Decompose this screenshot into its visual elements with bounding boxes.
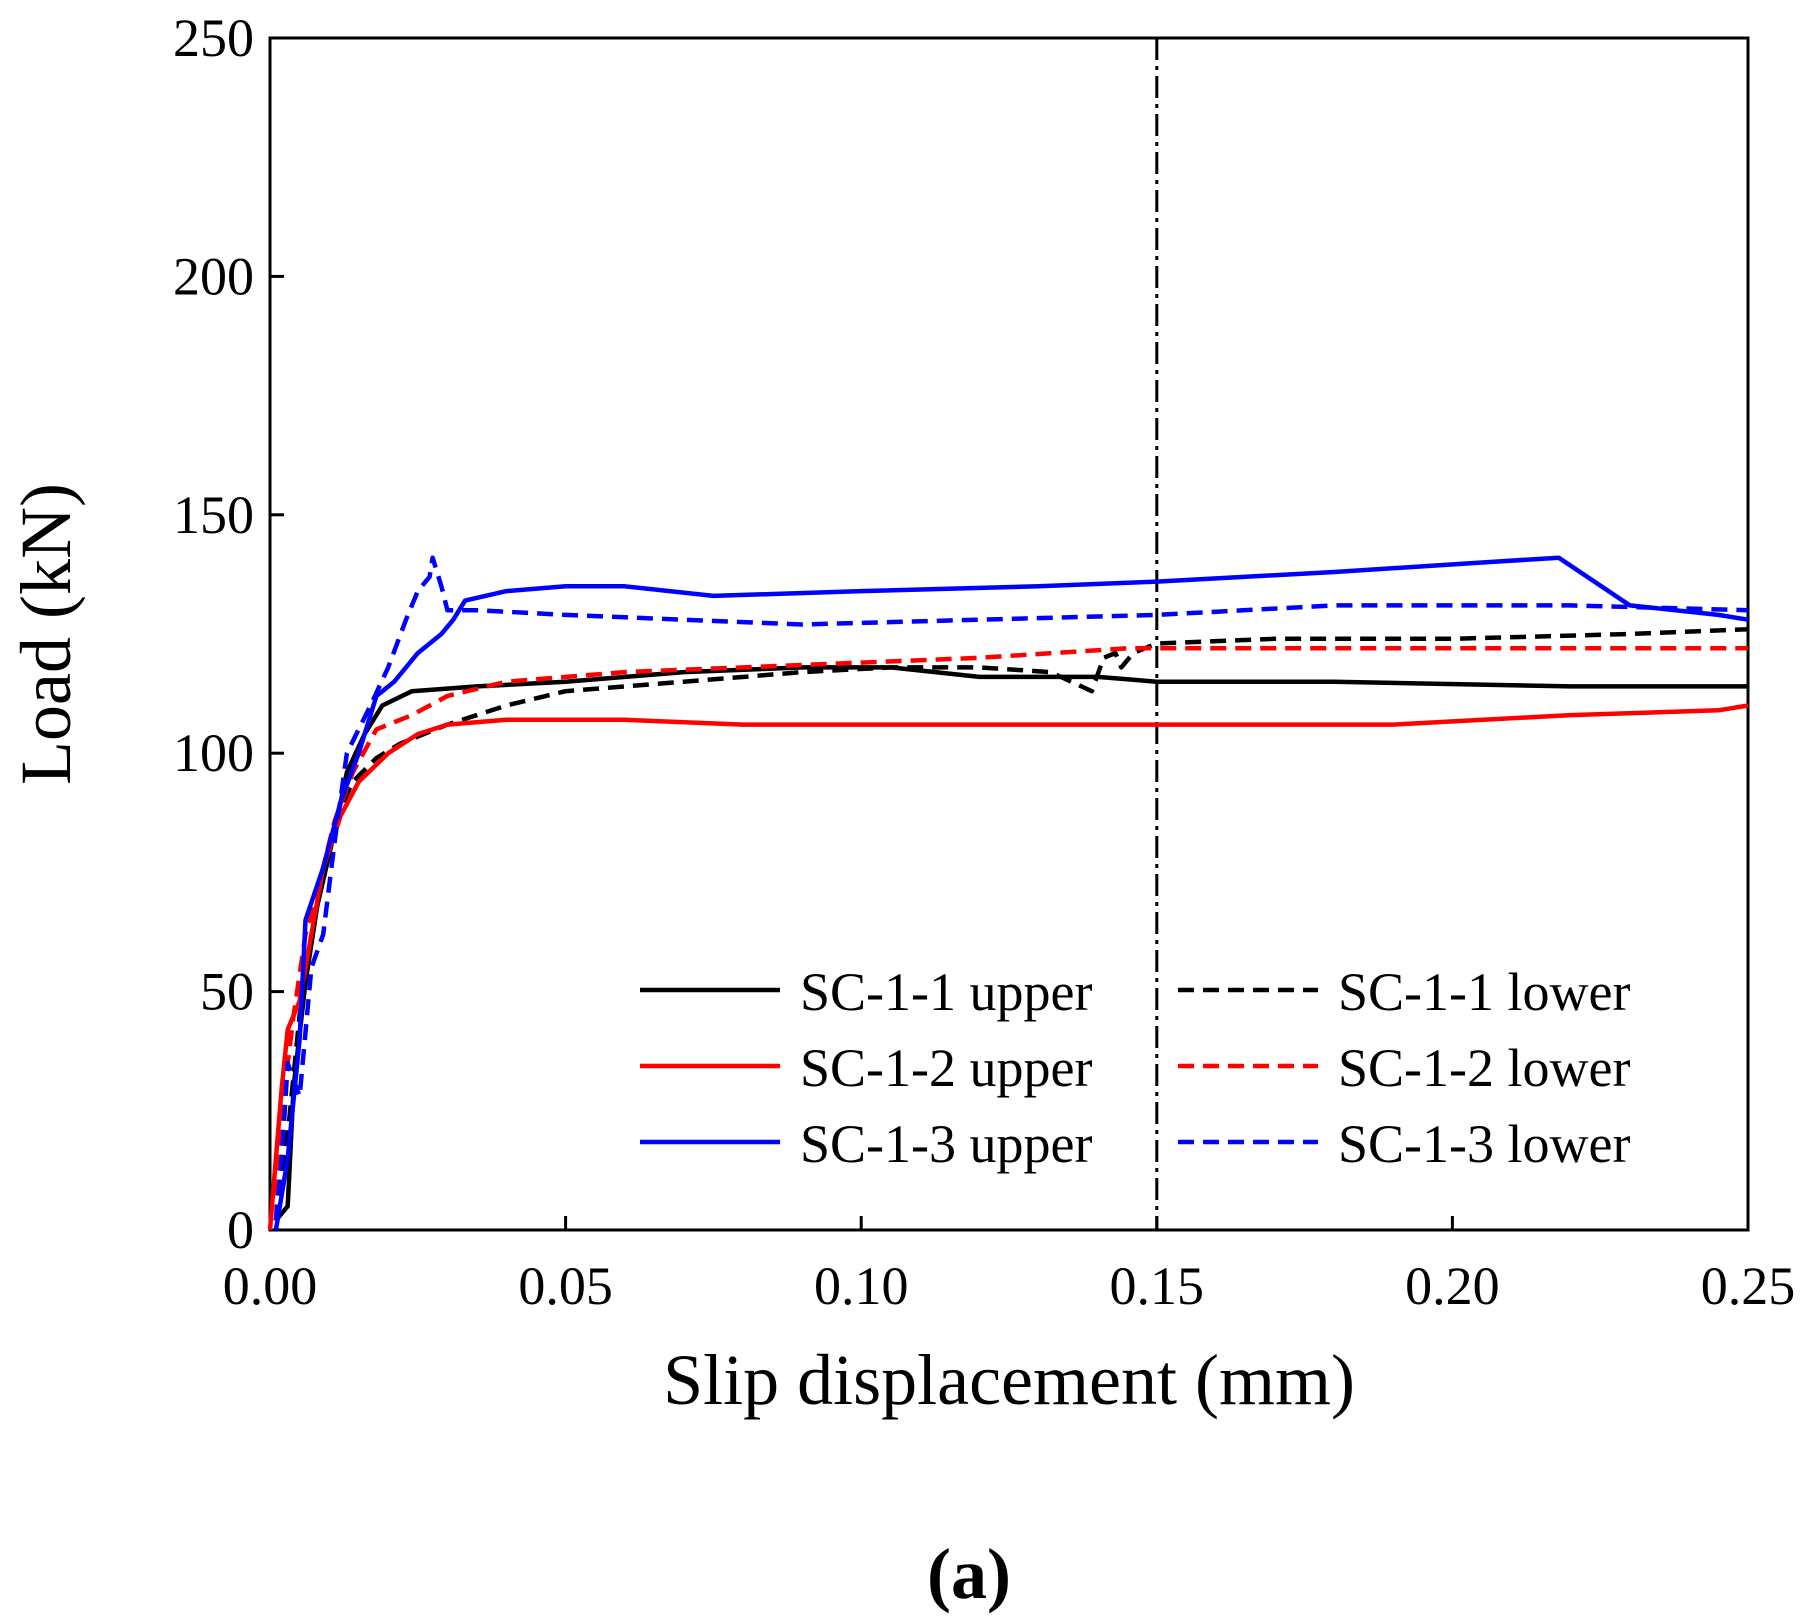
- x-tick-label: 0.15: [1110, 1256, 1205, 1316]
- x-axis-label: Slip displacement (mm): [663, 1340, 1355, 1420]
- y-axis-ticks: 0 50 100 150 200 250: [173, 8, 284, 1260]
- legend: SC-1-1 upper SC-1-1 lower SC-1-2 upper SC-1…: [640, 962, 1630, 1174]
- y-tick-label: 250: [173, 8, 254, 68]
- x-tick-label: 0.25: [1701, 1256, 1796, 1316]
- y-tick-label: 150: [173, 485, 254, 545]
- y-tick-label: 100: [173, 723, 254, 783]
- y-axis-label: Load (kN): [6, 483, 86, 785]
- series-group: [267, 555, 1749, 1231]
- x-tick-label: 0.00: [223, 1256, 318, 1316]
- legend-label: SC-1-3 lower: [1338, 1114, 1630, 1174]
- plot-frame: [268, 36, 1750, 1232]
- legend-label: SC-1-3 upper: [800, 1114, 1092, 1174]
- x-axis-ticks: 0.00 0.05 0.10 0.15 0.20 0.25: [223, 1216, 1796, 1316]
- panel-label: (a): [927, 1534, 1011, 1614]
- axes: 0.00 0.05 0.10 0.15 0.20 0.25 0 50 100 150 200 250: [173, 8, 1795, 1316]
- series-line-sc-1-3-lower: [273, 555, 1749, 1221]
- x-tick-label: 0.05: [518, 1256, 613, 1316]
- x-tick-label: 0.20: [1405, 1256, 1500, 1316]
- y-tick-label: 200: [173, 246, 254, 306]
- legend-label: SC-1-1 upper: [800, 962, 1092, 1022]
- series-line-sc-1-3-upper: [273, 555, 1749, 1231]
- series-line-sc-1-2-lower: [273, 646, 1748, 1221]
- y-tick-label: 50: [200, 962, 254, 1022]
- legend-label: SC-1-2 upper: [800, 1038, 1092, 1098]
- x-tick-label: 0.10: [814, 1256, 909, 1316]
- legend-label: SC-1-1 lower: [1338, 962, 1630, 1022]
- y-tick-label: 0: [227, 1200, 254, 1260]
- legend-label: SC-1-2 lower: [1338, 1038, 1630, 1098]
